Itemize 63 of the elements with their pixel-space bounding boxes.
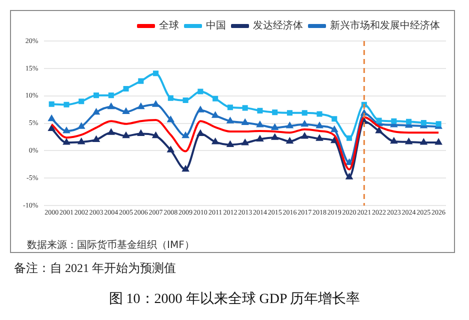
point xyxy=(197,106,204,112)
point xyxy=(346,135,352,141)
point xyxy=(286,110,292,116)
point xyxy=(182,132,189,138)
point xyxy=(64,102,70,108)
point xyxy=(48,115,55,122)
text: 备注：自 2021 年开始为预测值 xyxy=(14,260,176,277)
point xyxy=(48,125,55,132)
point xyxy=(242,105,248,111)
point xyxy=(435,139,442,145)
point xyxy=(138,78,144,84)
point xyxy=(182,166,189,172)
point xyxy=(376,118,382,124)
point xyxy=(168,95,174,101)
point xyxy=(197,130,204,136)
text: 图 10：2000 年以来全球 GDP 历年增长率 xyxy=(108,290,362,308)
point xyxy=(242,119,248,125)
point xyxy=(256,136,264,142)
point xyxy=(122,132,130,138)
legend-label: 新兴市场和发展中经济体 xyxy=(330,20,440,32)
point xyxy=(63,127,70,134)
point xyxy=(212,96,218,102)
point xyxy=(316,135,323,141)
point xyxy=(78,138,85,144)
legend-label: 全球 xyxy=(159,20,179,32)
point xyxy=(332,116,338,122)
point xyxy=(63,139,70,145)
point xyxy=(302,110,308,116)
point xyxy=(242,140,248,146)
legend-label: 发达经济体 xyxy=(253,20,303,32)
point xyxy=(391,118,397,124)
point xyxy=(256,121,264,128)
point xyxy=(301,132,308,139)
point xyxy=(331,137,338,144)
point xyxy=(420,120,426,126)
point xyxy=(93,92,100,98)
point xyxy=(316,111,322,117)
point xyxy=(138,130,144,136)
point xyxy=(153,70,159,76)
point xyxy=(182,97,188,104)
point xyxy=(272,110,278,116)
point xyxy=(257,108,263,114)
source-note: 数据来源：国际货币基金组织（IMF） xyxy=(27,238,194,252)
point xyxy=(406,118,412,124)
point xyxy=(138,103,144,110)
point xyxy=(376,127,382,134)
point xyxy=(227,104,233,110)
point xyxy=(316,122,323,128)
point xyxy=(390,138,398,144)
point xyxy=(108,129,114,135)
point xyxy=(272,124,278,130)
point xyxy=(123,86,129,92)
point xyxy=(108,103,114,110)
point xyxy=(48,101,54,107)
point xyxy=(198,88,204,94)
point xyxy=(108,92,114,98)
point xyxy=(122,108,130,114)
point xyxy=(331,126,338,132)
legend-label: 中国 xyxy=(206,20,226,32)
point xyxy=(272,134,278,140)
point xyxy=(78,98,84,104)
point xyxy=(301,120,308,127)
point xyxy=(78,123,85,129)
